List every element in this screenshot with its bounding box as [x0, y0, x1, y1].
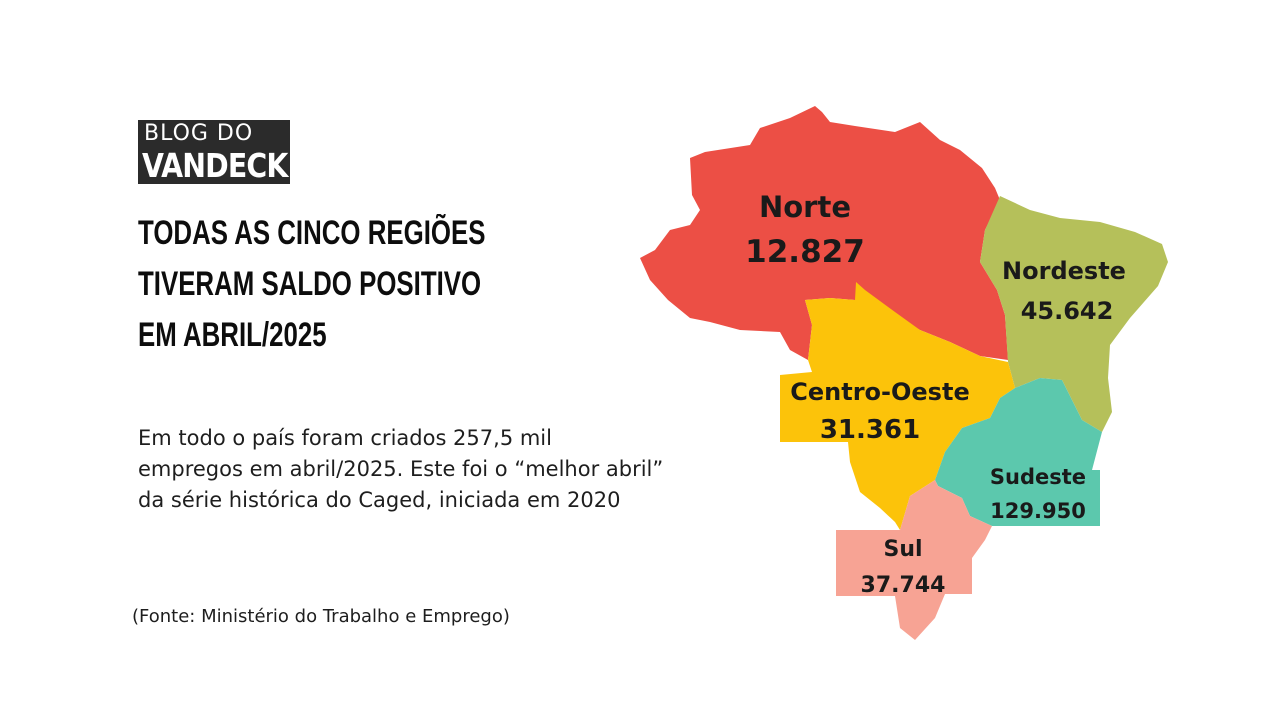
region-value-norte: 12.827 — [745, 234, 865, 270]
logo-line-2: VANDECK — [142, 146, 288, 185]
region-value-sudeste: 129.950 — [990, 499, 1086, 523]
region-name-nordeste: Nordeste — [1002, 257, 1126, 285]
headline-line: EM ABRIL/2025 — [138, 316, 327, 354]
region-nordeste — [980, 196, 1168, 432]
region-sul — [836, 480, 992, 640]
logo-line-1: BLOG DO — [144, 121, 254, 146]
body-line: Em todo o país foram criados 257,5 mil — [138, 426, 552, 450]
region-name-norte: Norte — [759, 190, 851, 224]
region-centro-oeste — [780, 282, 1015, 530]
region-value-centro-oeste: 31.361 — [820, 415, 920, 445]
region-name-centro-oeste: Centro-Oeste — [790, 378, 969, 406]
headline-line: TIVERAM SALDO POSITIVO — [138, 265, 482, 303]
region-norte — [640, 106, 1008, 360]
headline: TODAS AS CINCO REGIÕES TIVERAM SALDO POS… — [138, 208, 533, 361]
region-sudeste — [935, 378, 1102, 526]
region-name-sudeste: Sudeste — [990, 465, 1086, 489]
body-paragraph: Em todo o país foram criados 257,5 mil e… — [138, 423, 738, 516]
region-value-nordeste: 45.642 — [1021, 297, 1114, 325]
body-line: da série histórica do Caged, iniciada em… — [138, 488, 621, 512]
headline-line: TODAS AS CINCO REGIÕES — [138, 214, 486, 252]
body-line: empregos em abril/2025. Este foi o “melh… — [138, 457, 664, 481]
blog-logo: BLOG DO VANDECK — [138, 120, 290, 185]
region-name-sul: Sul — [883, 537, 922, 562]
source-note: (Fonte: Ministério do Trabalho e Emprego… — [132, 606, 510, 627]
region-value-sul: 37.744 — [861, 573, 946, 598]
